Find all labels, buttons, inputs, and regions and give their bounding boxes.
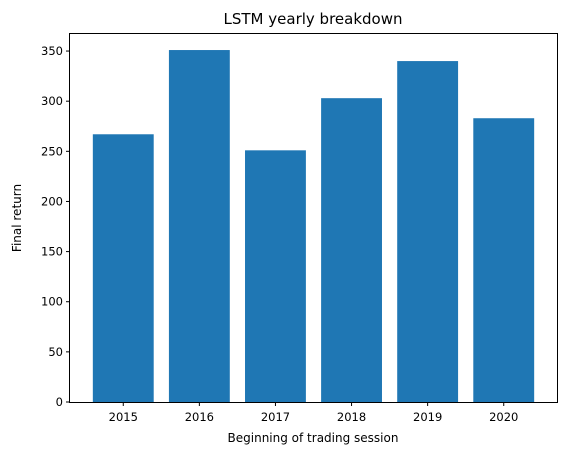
y-tick-label: 300 xyxy=(41,94,63,108)
x-tick-label: 2016 xyxy=(185,410,214,424)
bar-2020 xyxy=(473,118,535,402)
x-tick-label: 2017 xyxy=(261,410,290,424)
y-axis: 0 50 100 150 200 250 300 350 xyxy=(41,44,70,409)
bar-2019 xyxy=(397,61,459,402)
y-axis-label: Final return xyxy=(10,184,24,252)
bar-2017 xyxy=(245,150,306,402)
y-tick-label: 150 xyxy=(41,245,63,259)
x-axis-label: Beginning of trading session xyxy=(228,431,399,445)
y-tick-label: 200 xyxy=(41,194,63,208)
chart-title: LSTM yearly breakdown xyxy=(224,10,403,28)
y-tick-label: 100 xyxy=(41,295,63,309)
y-tick-label: 50 xyxy=(48,345,63,359)
bar-2018 xyxy=(321,98,382,403)
x-tick-label: 2015 xyxy=(109,410,138,424)
x-tick-label: 2019 xyxy=(413,410,442,424)
x-axis: 2015 2016 2017 2018 2019 2020 xyxy=(109,402,518,424)
x-tick-label: 2020 xyxy=(489,410,518,424)
y-tick-label: 250 xyxy=(41,144,63,158)
bar-2015 xyxy=(92,134,154,403)
x-tick-label: 2018 xyxy=(337,410,366,424)
y-tick-label: 0 xyxy=(56,395,63,409)
axes-frame xyxy=(69,33,558,403)
y-tick-label: 350 xyxy=(41,44,63,58)
plot-area xyxy=(92,50,535,403)
bar-2016 xyxy=(168,50,230,402)
